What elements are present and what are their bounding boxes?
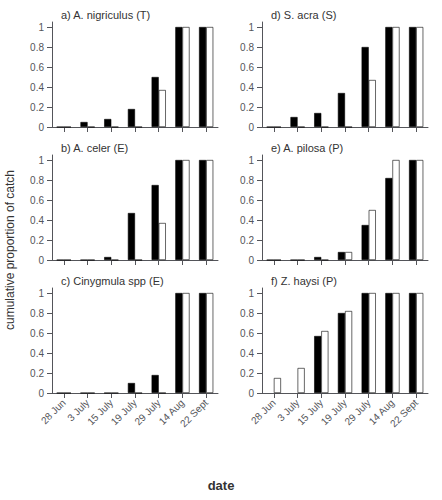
svg-text:0: 0 (38, 122, 44, 133)
svg-text:14 Aug: 14 Aug (156, 397, 187, 427)
svg-text:0.8: 0.8 (240, 308, 254, 319)
svg-text:1: 1 (248, 288, 254, 299)
svg-text:3 July: 3 July (275, 397, 302, 424)
svg-text:0.4: 0.4 (30, 348, 44, 359)
svg-text:0.4: 0.4 (30, 82, 44, 93)
svg-text:cumulative proportion of catch: cumulative proportion of catch (3, 170, 17, 330)
svg-text:date: date (208, 478, 235, 493)
svg-text:1: 1 (248, 155, 254, 166)
svg-text:0.2: 0.2 (240, 368, 254, 379)
svg-text:0: 0 (248, 122, 254, 133)
svg-text:3 July: 3 July (65, 397, 92, 424)
svg-text:28 Jun: 28 Jun (39, 397, 68, 426)
svg-text:15 July: 15 July (85, 397, 116, 428)
svg-text:0.8: 0.8 (30, 308, 44, 319)
svg-text:22 Sept: 22 Sept (388, 397, 420, 429)
svg-text:f) Z. haysi (P): f) Z. haysi (P) (271, 275, 337, 287)
svg-text:0: 0 (248, 255, 254, 266)
svg-text:0.8: 0.8 (240, 175, 254, 186)
svg-text:0.6: 0.6 (240, 195, 254, 206)
svg-text:0.8: 0.8 (30, 175, 44, 186)
svg-text:a) A. nigriculus (T): a) A. nigriculus (T) (61, 9, 150, 21)
svg-text:15 July: 15 July (295, 397, 326, 428)
svg-text:0.4: 0.4 (240, 348, 254, 359)
svg-text:0.2: 0.2 (240, 235, 254, 246)
svg-text:0: 0 (248, 388, 254, 399)
svg-text:0.2: 0.2 (30, 235, 44, 246)
svg-text:1: 1 (38, 155, 44, 166)
svg-text:19 July: 19 July (318, 397, 349, 428)
svg-text:0.8: 0.8 (240, 42, 254, 53)
svg-text:e) A. pilosa (P): e) A. pilosa (P) (271, 142, 343, 154)
svg-text:0.6: 0.6 (240, 328, 254, 339)
svg-text:22 Sept: 22 Sept (178, 397, 210, 429)
svg-text:1: 1 (248, 22, 254, 33)
svg-text:1: 1 (38, 288, 44, 299)
svg-text:b) A. celer (E): b) A. celer (E) (61, 142, 128, 154)
svg-text:0.2: 0.2 (240, 102, 254, 113)
svg-text:0.4: 0.4 (30, 215, 44, 226)
svg-text:d) S. acra (S): d) S. acra (S) (271, 9, 336, 21)
svg-text:0.4: 0.4 (240, 82, 254, 93)
svg-text:1: 1 (38, 22, 44, 33)
svg-text:29 July: 29 July (132, 397, 162, 427)
svg-text:0.2: 0.2 (30, 102, 44, 113)
svg-text:29 July: 29 July (342, 397, 372, 427)
svg-text:0.6: 0.6 (30, 195, 44, 206)
svg-text:0.8: 0.8 (30, 42, 44, 53)
svg-text:0.2: 0.2 (30, 368, 44, 379)
svg-text:28 Jun: 28 Jun (249, 397, 278, 426)
svg-text:0.4: 0.4 (240, 215, 254, 226)
svg-text:19 July: 19 July (108, 397, 139, 428)
svg-text:c) Cinygmula spp (E): c) Cinygmula spp (E) (61, 275, 164, 287)
svg-text:0: 0 (38, 388, 44, 399)
svg-text:0.6: 0.6 (240, 62, 254, 73)
svg-text:0: 0 (38, 255, 44, 266)
svg-text:0.6: 0.6 (30, 328, 44, 339)
svg-text:14 Aug: 14 Aug (366, 397, 397, 427)
svg-text:0.6: 0.6 (30, 62, 44, 73)
